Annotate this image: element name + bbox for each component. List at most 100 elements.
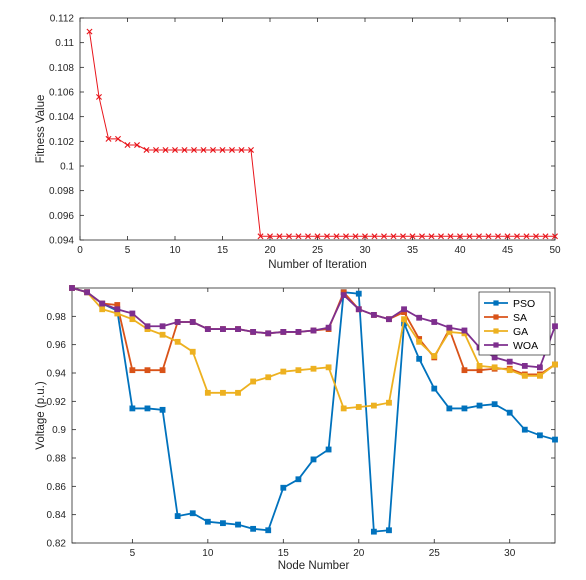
data-point-ga [295,367,302,374]
data-point [371,233,378,240]
data-point [248,146,254,153]
y-tick-label: 0.94 [47,369,67,380]
data-point [276,233,283,240]
data-point-pso [295,476,302,483]
y-tick-label: 0.82 [47,539,67,550]
y-tick-label: 0.88 [47,454,67,465]
data-point [219,146,226,153]
data-point-sa [129,367,136,374]
data-point-stroke [504,233,511,240]
data-point-pso [235,521,241,528]
x-tick-label: 25 [312,245,324,256]
data-point-stroke [343,233,349,240]
data-point-stroke [181,146,188,153]
data-point-woa [144,323,151,330]
data-point [105,135,112,142]
x-tick-label: 35 [407,245,419,256]
data-point-woa [446,324,453,331]
data-point-woa [340,292,347,298]
data-point [552,233,558,240]
data-point-stroke [485,233,492,240]
data-point-woa [189,319,196,325]
data-point-woa [401,306,407,313]
x-axis-label: Node Number [278,560,350,572]
data-point [305,233,311,240]
data-point-stroke [267,233,273,240]
legend-marker-ga [493,328,499,334]
data-point-pso [416,355,423,362]
data-point-woa [537,364,543,371]
data-point-stroke [286,233,292,240]
data-point-ga [310,365,317,372]
data-point [523,233,530,240]
data-point-pso [189,510,196,517]
data-point-ga [325,364,332,371]
x-tick-label: 40 [454,245,466,256]
data-point [162,146,169,153]
data-point-woa [506,358,513,365]
y-axis-label: Fitness Value [35,95,47,164]
x-tick-label: 5 [125,245,131,256]
x-axis-label: Number of Iteration [268,259,366,271]
data-point-stroke [191,146,197,153]
data-point-ga [174,338,181,345]
data-point [172,146,178,153]
data-point [153,146,159,153]
data-point-ga [235,389,241,396]
data-point-woa [325,324,332,331]
data-point-pso [355,290,362,297]
data-point-woa [461,327,468,334]
data-point-pso [280,484,287,491]
data-point-pso [506,409,513,416]
y-tick-label: 0.84 [47,510,67,521]
data-point [210,146,216,153]
data-point [381,233,387,240]
data-point-stroke [115,135,121,142]
data-point-stroke [438,233,444,240]
data-point-woa [552,323,558,330]
data-point-stroke [495,233,501,240]
data-point-ga [476,363,483,369]
data-point-stroke [295,233,302,240]
data-point-ga [280,368,287,375]
data-point-stroke [248,146,254,153]
data-point-stroke [134,142,140,149]
data-point-woa [431,319,438,325]
data-point-sa [144,367,151,374]
data-point-pso [370,528,377,535]
data-point [533,233,539,240]
data-point-stroke [419,233,425,240]
data-point-woa [386,316,392,323]
data-point-stroke [409,233,416,240]
data-point [229,146,235,153]
data-point-stroke [210,146,216,153]
data-point-pso [220,520,226,527]
x-tick-label: 20 [264,245,276,256]
data-point-sa [461,367,468,374]
data-point-stroke [523,233,530,240]
data-point [324,233,330,240]
data-point-pso [144,405,151,412]
y-tick-label: 0.96 [47,340,67,351]
data-point-stroke [400,233,406,240]
data-point-pso [250,525,257,532]
data-point-stroke [447,233,454,240]
x-tick-label: 45 [502,245,514,256]
data-point-stroke [238,146,245,153]
data-point-pso [174,513,181,519]
data-point [409,233,416,240]
x-tick-label: 15 [278,548,290,559]
data-point [495,233,501,240]
data-point-pso [446,405,453,412]
data-point-stroke [390,233,397,240]
data-point-stroke [514,233,520,240]
data-point-ga [340,405,347,412]
data-point-stroke [162,146,169,153]
data-point-ga [159,331,166,338]
data-point [504,233,511,240]
data-point-stroke [305,233,311,240]
data-point-ga [250,378,257,385]
data-point-woa [250,329,257,335]
data-point-woa [159,323,166,330]
